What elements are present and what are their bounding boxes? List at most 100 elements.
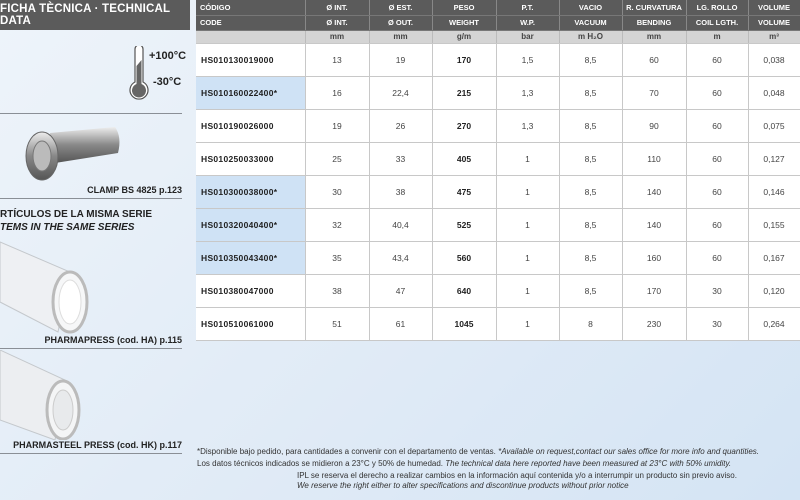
table-cell: 19 [305,109,370,143]
column-header: VOLUME [748,15,800,31]
table-cell: 140 [622,208,687,242]
section-title: FICHA TÈCNICA · TECHNICAL DATA [0,0,190,30]
table-cell: 0,127 [748,142,800,176]
table-cell: 475 [432,175,497,209]
table-cell: 1045 [432,307,497,341]
table-cell: 61 [369,307,433,341]
footnote-en: *Available on request,contact our sales … [498,447,759,456]
table-row: HS010250033000 25 33 405 1 8,5 110 60 0,127 [196,142,800,176]
table-row: HS010510061000 51 61 1045 1 8 230 30 0,264 [196,307,800,341]
table-cell: 1 [496,274,560,308]
divider [0,348,182,349]
table-cell: 8,5 [559,274,623,308]
column-header: WEIGHT [432,15,497,31]
table-cell: 0,167 [748,241,800,275]
column-header: m [686,30,749,44]
table-cell: 0,075 [748,109,800,143]
product-code: HS010160022400* [196,76,306,110]
table-cell: 0,120 [748,274,800,308]
footnote-conditions: Los datos técnicos indicados se midieron… [197,459,731,468]
product-code: HS010380047000 [196,274,306,308]
footnote-availability: *Disponible bajo pedido, para cantidades… [197,447,759,456]
column-header: BENDING [622,15,687,31]
table-cell: 60 [686,142,749,176]
table-row: HS010160022400* 16 22,4 215 1,3 8,5 70 60 0,048 [196,76,800,110]
table-cell: 1 [496,142,560,176]
table-cell: 8,5 [559,43,623,77]
table-cell: 26 [369,109,433,143]
product-code: HS010320040400* [196,208,306,242]
table-cell: 60 [686,208,749,242]
table-cell: 0,155 [748,208,800,242]
column-header: Ø OUT. [369,15,433,31]
product-code: HS010130019000 [196,43,306,77]
column-header [196,30,306,44]
column-header: COIL LGTH. [686,15,749,31]
disclaimer-en: We reserve the right either to alter spe… [297,481,629,490]
related-caption[interactable]: PHARMAPRESS (cod. HA) p.115 [44,335,182,345]
column-header: LG. ROLLO [686,0,749,16]
table-cell: 8,5 [559,109,623,143]
column-header: g/m [432,30,497,44]
table-cell: 90 [622,109,687,143]
thermometer-icon [129,46,149,100]
table-cell: 30 [686,274,749,308]
table-cell: 270 [432,109,497,143]
table-cell: 1 [496,208,560,242]
table-cell: 38 [369,175,433,209]
table-cell: 8 [559,307,623,341]
footnote-es: Los datos técnicos indicados se midieron… [197,459,446,468]
table-cell: 110 [622,142,687,176]
table-row: HS010190026000 19 26 270 1,3 8,5 90 60 0,075 [196,109,800,143]
table-cell: 8,5 [559,175,623,209]
related-caption[interactable]: PHARMASTEEL PRESS (cod. HK) p.117 [13,440,182,450]
series-heading-en: TEMS IN THE SAME SERIES [0,222,135,233]
table-cell: 560 [432,241,497,275]
column-header: Ø INT. [305,0,370,16]
table-cell: 35 [305,241,370,275]
table-cell: 43,4 [369,241,433,275]
divider [0,198,182,199]
table-cell: 8,5 [559,142,623,176]
divider [0,453,182,454]
column-header: VACUUM [559,15,623,31]
disclaimer-es: IPL se reserva el derecho a realizar cam… [297,471,737,480]
table-row: HS010300038000* 30 38 475 1 8,5 140 60 0,146 [196,175,800,209]
column-header: m³ [748,30,800,44]
table-cell: 30 [686,307,749,341]
table-cell: 170 [432,43,497,77]
footnote-en: The technical data here reported have be… [445,459,732,468]
min-temperature: -30°C [153,76,182,88]
table-row: HS010320040400* 32 40,4 525 1 8,5 140 60 0,155 [196,208,800,242]
table-row: HS010380047000 38 47 640 1 8,5 170 30 0,120 [196,274,800,308]
clamp-fitting-image [25,127,120,181]
column-header: PESO [432,0,497,16]
table-cell: 60 [686,175,749,209]
table-cell: 60 [622,43,687,77]
table-cell: 40,4 [369,208,433,242]
column-header: mm [305,30,370,44]
table-cell: 1 [496,175,560,209]
table-cell: 22,4 [369,76,433,110]
table-cell: 60 [686,43,749,77]
table-cell: 8,5 [559,76,623,110]
table-cell: 170 [622,274,687,308]
column-header: VACIO [559,0,623,16]
table-cell: 70 [622,76,687,110]
table-cell: 8,5 [559,241,623,275]
table-cell: 640 [432,274,497,308]
footnote-es: *Disponible bajo pedido, para cantidades… [197,447,499,456]
table-cell: 230 [622,307,687,341]
table-cell: 525 [432,208,497,242]
table-cell: 60 [686,241,749,275]
column-header: Ø INT. [305,15,370,31]
pharmapress-hose-image [0,241,89,334]
table-cell: 1,3 [496,76,560,110]
table-cell: 405 [432,142,497,176]
table-cell: 16 [305,76,370,110]
table-cell: 0,038 [748,43,800,77]
column-header: W.P. [496,15,560,31]
product-code: HS010300038000* [196,175,306,209]
max-temperature: +100°C [149,50,187,62]
technical-data-table: CÓDIGO Ø INT. Ø EST. PESO P.T. VACIO R. CURVAT… [196,0,800,341]
